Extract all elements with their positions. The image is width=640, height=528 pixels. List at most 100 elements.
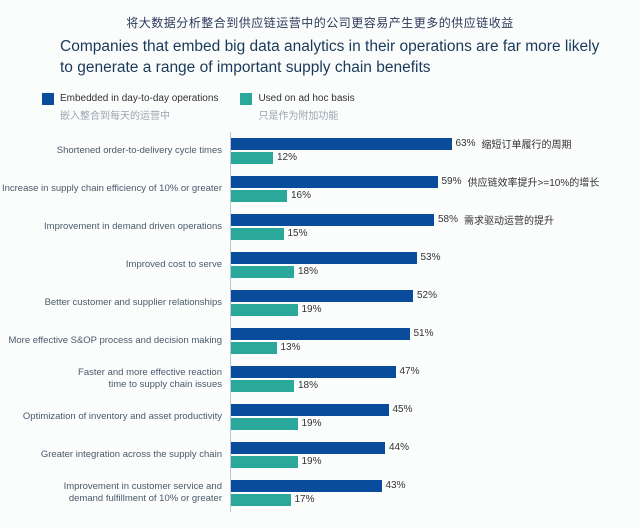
row-label: Greater integration across the supply ch…: [0, 449, 230, 460]
bars-area: 52% 19%: [230, 284, 620, 322]
bar-primary: 59% 供应链效率提升>=10%的增长: [231, 176, 620, 188]
bar-fill-secondary: [231, 342, 277, 354]
chart-row: Improved cost to serve 53% 18%: [0, 246, 620, 284]
row-label: Better customer and supplier relationshi…: [0, 297, 230, 308]
bar-primary: 58% 需求驱动运营的提升: [231, 214, 620, 226]
bar-fill-secondary: [231, 494, 291, 506]
bars-area: 59% 供应链效率提升>=10%的增长 16%: [230, 170, 620, 208]
legend-item-embedded: Embedded in day-to-day operations 嵌入整合到每…: [42, 93, 218, 122]
chart-row: Increase in supply chain efficiency of 1…: [0, 170, 620, 208]
bar-fill-secondary: [231, 304, 298, 316]
row-label: Faster and more effective reactiontime t…: [0, 367, 230, 390]
bar-value-secondary: 18%: [298, 380, 318, 391]
bars-area: 44% 19%: [230, 436, 620, 474]
bar-value-secondary: 16%: [291, 190, 311, 201]
bar-value-primary: 63%: [456, 138, 476, 149]
row-label: Improvement in customer service anddeman…: [0, 481, 230, 504]
bar-value-secondary: 15%: [288, 228, 308, 239]
bar-value-primary: 58%: [438, 214, 458, 225]
chart-row: Greater integration across the supply ch…: [0, 436, 620, 474]
bar-primary: 52%: [231, 290, 620, 302]
legend-label-cn: 只是作为附加功能: [258, 107, 354, 122]
bar-fill-secondary: [231, 380, 294, 392]
legend-label-cn: 嵌入整合到每天的运营中: [60, 107, 218, 122]
row-label: Increase in supply chain efficiency of 1…: [0, 183, 230, 194]
bar-fill-primary: [231, 176, 438, 188]
bar-secondary: 17%: [231, 494, 620, 506]
bar-fill-secondary: [231, 266, 294, 278]
bar-value-primary: 45%: [393, 404, 413, 415]
bar-annotation: 供应链效率提升>=10%的增长: [468, 174, 600, 189]
title-english: Companies that embed big data analytics …: [0, 31, 640, 79]
bar-secondary: 19%: [231, 304, 620, 316]
bar-value-secondary: 17%: [295, 494, 315, 505]
bar-secondary: 19%: [231, 456, 620, 468]
bar-value-primary: 52%: [417, 290, 437, 301]
chart-row: Better customer and supplier relationshi…: [0, 284, 620, 322]
legend-label-en: Embedded in day-to-day operations: [60, 93, 218, 104]
bar-value-secondary: 18%: [298, 266, 318, 277]
bar-primary: 51%: [231, 328, 620, 340]
chart-row: Improvement in demand driven operations5…: [0, 208, 620, 246]
bar-fill-secondary: [231, 190, 287, 202]
bar-fill-secondary: [231, 456, 298, 468]
bars-area: 51% 13%: [230, 322, 620, 360]
bar-fill-secondary: [231, 228, 284, 240]
bar-fill-primary: [231, 328, 410, 340]
chart-row: Faster and more effective reactiontime t…: [0, 360, 620, 398]
title-chinese: 将大数据分析整合到供应链运营中的公司更容易产生更多的供应链收益: [0, 0, 640, 31]
bars-area: 53% 18%: [230, 246, 620, 284]
bar-fill-primary: [231, 366, 396, 378]
bars-area: 47% 18%: [230, 360, 620, 398]
row-label: More effective S&OP process and decision…: [0, 335, 230, 346]
bar-primary: 47%: [231, 366, 620, 378]
bar-chart: Shortened order-to-delivery cycle times6…: [0, 130, 640, 512]
legend: Embedded in day-to-day operations 嵌入整合到每…: [0, 79, 640, 130]
row-label: Improved cost to serve: [0, 259, 230, 270]
bar-fill-primary: [231, 290, 413, 302]
bar-value-primary: 53%: [421, 252, 441, 263]
chart-row: Optimization of inventory and asset prod…: [0, 398, 620, 436]
bar-fill-secondary: [231, 418, 298, 430]
bar-primary: 44%: [231, 442, 620, 454]
bar-value-primary: 44%: [389, 442, 409, 453]
bar-fill-primary: [231, 404, 389, 416]
bar-primary: 45%: [231, 404, 620, 416]
bar-value-primary: 51%: [414, 328, 434, 339]
bars-area: 45% 19%: [230, 398, 620, 436]
bar-annotation: 需求驱动运营的提升: [464, 212, 554, 227]
row-label: Optimization of inventory and asset prod…: [0, 411, 230, 422]
row-label: Improvement in demand driven operations: [0, 221, 230, 232]
bar-value-secondary: 13%: [281, 342, 301, 353]
bar-annotation: 缩短订单履行的周期: [482, 136, 572, 151]
legend-item-adhoc: Used on ad hoc basis 只是作为附加功能: [240, 93, 354, 122]
chart-row: Shortened order-to-delivery cycle times6…: [0, 132, 620, 170]
bar-value-secondary: 12%: [277, 152, 297, 163]
row-label: Shortened order-to-delivery cycle times: [0, 145, 230, 156]
bars-area: 58% 需求驱动运营的提升 15%: [230, 208, 620, 246]
bar-secondary: 16%: [231, 190, 620, 202]
bar-secondary: 15%: [231, 228, 620, 240]
bar-secondary: 18%: [231, 266, 620, 278]
bar-value-primary: 47%: [400, 366, 420, 377]
bar-value-secondary: 19%: [302, 418, 322, 429]
bar-primary: 63% 缩短订单履行的周期: [231, 138, 620, 150]
bar-value-primary: 59%: [442, 176, 462, 187]
chart-row: Improvement in customer service anddeman…: [0, 474, 620, 512]
bar-fill-primary: [231, 252, 417, 264]
bar-fill-secondary: [231, 152, 273, 164]
legend-swatch-primary: [42, 93, 54, 105]
bar-fill-primary: [231, 480, 382, 492]
chart-row: More effective S&OP process and decision…: [0, 322, 620, 360]
bar-fill-primary: [231, 138, 452, 150]
bar-secondary: 13%: [231, 342, 620, 354]
bar-fill-primary: [231, 214, 434, 226]
bar-value-secondary: 19%: [302, 456, 322, 467]
legend-label-en: Used on ad hoc basis: [258, 93, 354, 104]
bar-fill-primary: [231, 442, 385, 454]
bar-secondary: 19%: [231, 418, 620, 430]
bars-area: 63% 缩短订单履行的周期 12%: [230, 132, 620, 170]
bar-value-secondary: 19%: [302, 304, 322, 315]
bar-primary: 43%: [231, 480, 620, 492]
bar-secondary: 18%: [231, 380, 620, 392]
